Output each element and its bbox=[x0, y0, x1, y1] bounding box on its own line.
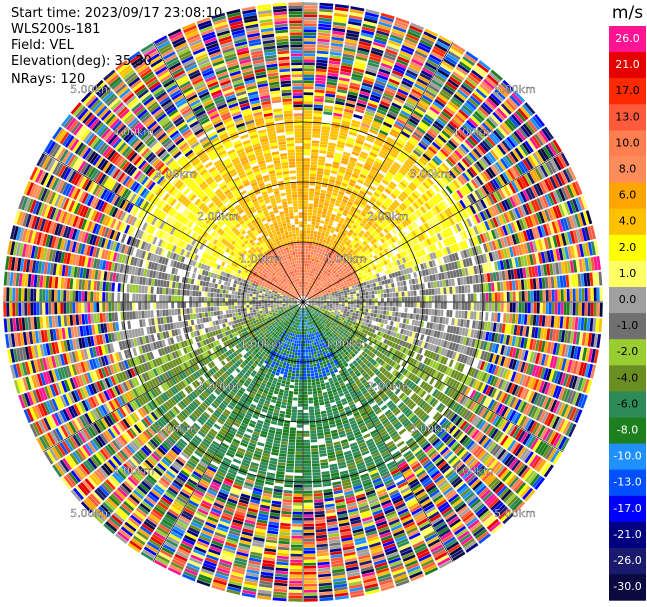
colorbar-tick-label: -6.0 bbox=[617, 397, 638, 410]
colorbar-tick-label: 6.0 bbox=[619, 189, 637, 202]
colorbar-swatch bbox=[609, 548, 646, 575]
colorbar-tick-label: 13.0 bbox=[615, 110, 640, 123]
range-label: 3.00km bbox=[155, 422, 197, 435]
colorbar-tick-label: 17.0 bbox=[615, 84, 640, 97]
colorbar-swatch bbox=[609, 287, 646, 314]
range-label: 1.00km bbox=[325, 337, 367, 350]
colorbar-tick-label: -10.0 bbox=[613, 450, 641, 463]
colorbar-swatch bbox=[609, 26, 646, 53]
colorbar-unit: m/s bbox=[612, 3, 643, 23]
colorbar-tick-label: -13.0 bbox=[613, 476, 641, 489]
radial-velocity-gates bbox=[3, 2, 603, 602]
azimuth-spoke bbox=[302, 151, 563, 303]
range-grid bbox=[3, 2, 603, 602]
range-label: 1.00km bbox=[240, 337, 282, 350]
colorbar-tick-label: 1.0 bbox=[619, 267, 637, 280]
colorbar-tick-label: -26.0 bbox=[613, 554, 641, 567]
colorbar-swatch bbox=[609, 78, 646, 105]
colorbar-tick-label: 10.0 bbox=[615, 136, 640, 149]
range-labels: 1.00km 2.00km 3.00km 4.00km 5.00km 1.00km 2.00… bbox=[70, 83, 536, 520]
colorbar-swatch bbox=[609, 260, 646, 288]
range-label: 3.00km bbox=[410, 168, 452, 181]
colorbar-tick-label: -30.0 bbox=[613, 580, 641, 593]
colorbar-swatch bbox=[609, 443, 646, 471]
range-label: 4.00km bbox=[452, 125, 494, 138]
range-label: 3.00km bbox=[155, 168, 197, 181]
colorbar-tick-label: -4.0 bbox=[617, 371, 638, 384]
colorbar-swatch bbox=[609, 495, 646, 523]
colorbar-tick-label: 2.0 bbox=[619, 241, 637, 254]
range-label: 4.00km bbox=[452, 465, 494, 478]
nrays-label: NRays: 120 bbox=[11, 72, 85, 88]
elevation-label: Elevation(deg): 35.30 bbox=[11, 54, 152, 70]
colorbar-tick-label: 26.0 bbox=[615, 32, 640, 45]
colorbar-tick-label: -8.0 bbox=[617, 424, 638, 437]
range-label: 2.00km bbox=[197, 210, 239, 223]
colorbar-swatch bbox=[609, 469, 646, 497]
azimuth-spoke bbox=[302, 42, 454, 303]
range-label: 2.00km bbox=[367, 210, 409, 223]
colorbar-tick-label: 8.0 bbox=[619, 163, 637, 176]
range-label: 2.00km bbox=[367, 380, 409, 393]
colorbar-swatch bbox=[609, 182, 646, 210]
colorbar-tick-label: 4.0 bbox=[619, 215, 637, 228]
colorbar-swatch bbox=[609, 574, 646, 601]
colorbar-swatch bbox=[609, 417, 646, 445]
range-label: 5.00km bbox=[494, 507, 536, 520]
range-label: 1.00km bbox=[240, 253, 282, 266]
colorbar-tick-label: -1.0 bbox=[617, 319, 638, 332]
colorbar-swatch bbox=[609, 365, 646, 392]
colorbar-swatch bbox=[609, 104, 646, 131]
instrument-label: WLS200s-181 bbox=[11, 22, 100, 38]
start-time-label: Start time: 2023/09/17 23:08:10 bbox=[11, 6, 222, 22]
colorbar-swatch bbox=[609, 339, 646, 366]
azimuth-spoke bbox=[43, 151, 304, 303]
colorbar-swatch bbox=[609, 521, 646, 549]
colorbar-swatch bbox=[609, 52, 646, 79]
colorbar-swatch bbox=[609, 208, 646, 236]
azimuth-spoke bbox=[43, 301, 304, 453]
range-label: 3.00km bbox=[410, 422, 452, 435]
colorbar-tick-label: -2.0 bbox=[617, 345, 638, 358]
colorbar-swatch bbox=[609, 156, 646, 184]
range-label: 4.00km bbox=[113, 465, 155, 478]
range-label: 5.00km bbox=[70, 83, 112, 96]
azimuth-spoke bbox=[302, 301, 563, 453]
azimuth-spoke bbox=[302, 301, 454, 562]
colorbar-swatch bbox=[609, 313, 646, 340]
azimuth-spoke bbox=[152, 42, 304, 303]
azimuth-spoke bbox=[152, 301, 304, 562]
range-label: 5.00km bbox=[494, 83, 536, 96]
range-label: 1.00km bbox=[325, 253, 367, 266]
colorbar-tick-label: 0.0 bbox=[619, 293, 637, 306]
range-label: 4.00km bbox=[113, 125, 155, 138]
colorbar-tick-label: -21.0 bbox=[613, 528, 641, 541]
colorbar-swatch bbox=[609, 130, 646, 157]
colorbar-swatch bbox=[609, 391, 646, 418]
field-label: Field: VEL bbox=[11, 38, 74, 54]
colorbar-tick-label: -17.0 bbox=[613, 502, 641, 515]
range-label: 5.00km bbox=[70, 507, 112, 520]
colorbar-tick-label: 21.0 bbox=[615, 58, 640, 71]
range-label: 2.00km bbox=[197, 380, 239, 393]
colorbar-swatch bbox=[609, 234, 646, 262]
